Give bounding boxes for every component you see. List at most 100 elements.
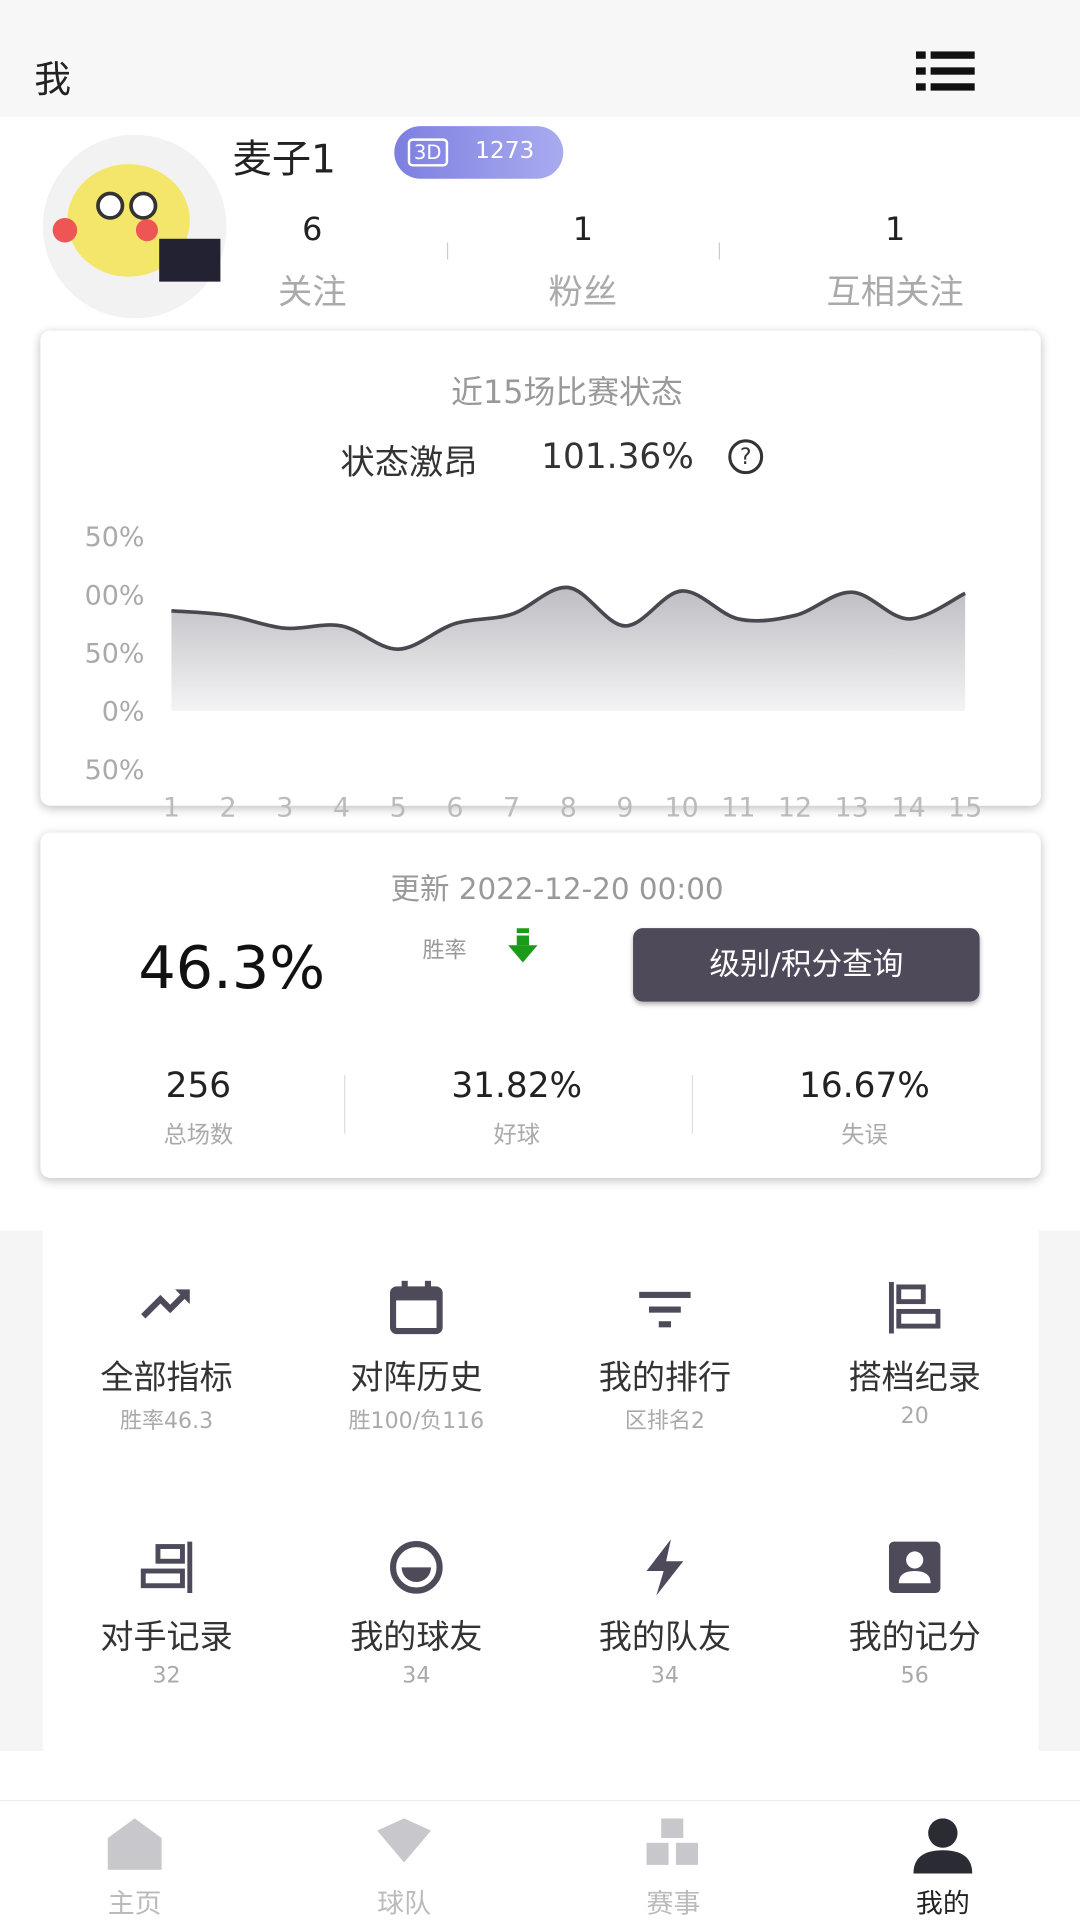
menu-item[interactable]: 我的记分 56: [792, 1539, 1037, 1689]
trend-down-icon: [508, 928, 538, 963]
y-tick-label: 50%: [85, 522, 145, 553]
x-tick-label: 4: [333, 793, 350, 824]
menu-item[interactable]: 对阵历史胜100/负116: [294, 1280, 539, 1436]
summary-value: 31.82%: [451, 1065, 583, 1106]
stat-value[interactable]: 6: [302, 211, 323, 249]
x-tick-label: 15: [948, 793, 982, 824]
badge-level: 3D: [407, 138, 448, 167]
menu-item[interactable]: 我的球友 34: [294, 1539, 539, 1689]
stat-label[interactable]: 互相关注: [826, 271, 964, 313]
badge-score: 1273: [475, 137, 535, 165]
menu-icon: [141, 1289, 190, 1319]
menu-item[interactable]: 搭档纪录 20: [792, 1280, 1037, 1429]
divider: [718, 242, 721, 260]
x-tick-label: 10: [665, 793, 699, 824]
x-tick-label: 14: [891, 793, 925, 824]
chart-title: 近15场比赛状态: [451, 374, 683, 412]
menu-title: 对手记录: [100, 1618, 233, 1657]
menu-subtitle: 胜率46.3: [119, 1408, 214, 1434]
avatar[interactable]: [42, 134, 227, 319]
help-icon[interactable]: ?: [726, 437, 765, 476]
win-rate-label: 胜率: [422, 937, 467, 964]
level-query-button[interactable]: 级别/积分查询: [633, 928, 980, 1002]
menu-icon: [888, 1282, 941, 1334]
win-rate: 46.3%: [138, 934, 326, 1003]
x-tick-label: 6: [446, 793, 463, 824]
stat-label[interactable]: 关注: [277, 271, 347, 313]
menu-title: 我的球友: [350, 1618, 483, 1657]
y-tick-label: 0%: [102, 697, 145, 728]
summary-label: 失误: [841, 1121, 888, 1149]
summary-label: 总场数: [163, 1121, 234, 1149]
menu-subtitle: 34: [650, 1662, 679, 1689]
y-tick-label: 50%: [85, 755, 145, 786]
summary-value: 16.67%: [799, 1065, 930, 1106]
menu-title: 我的队友: [598, 1618, 732, 1657]
user-name: 麦子1: [232, 135, 336, 183]
stat-value[interactable]: 1: [884, 211, 906, 249]
menu-item[interactable]: 全部指标胜率46.3: [44, 1280, 289, 1436]
x-tick-label: 2: [220, 793, 237, 824]
menu-title: 我的排行: [598, 1359, 732, 1398]
x-tick-label: 12: [778, 793, 812, 824]
divider: [344, 1075, 346, 1134]
menu-icon: [390, 1541, 443, 1594]
menu-title: 对阵历史: [350, 1359, 483, 1398]
menu-icon: [140, 1541, 193, 1594]
menu-icon: [646, 1539, 684, 1596]
menu-title: 全部指标: [100, 1359, 233, 1398]
stat-label[interactable]: 粉丝: [548, 271, 618, 313]
menu-title: 搭档纪录: [848, 1359, 981, 1398]
status-value: 101.36%: [541, 435, 694, 477]
area: [171, 587, 966, 711]
updated-time: 更新 2022-12-20 00:00: [390, 871, 724, 907]
x-tick-label: 1: [163, 793, 180, 824]
tab-bar: [0, 1800, 1080, 1920]
status-label: 状态激昂: [340, 442, 478, 483]
menu-button[interactable]: [915, 49, 977, 93]
tab[interactable]: 球队: [377, 1889, 432, 1920]
chart: 50%0%50%00%50%1 2 3 4 5 6 7 8 9 10 11 12 13 14 15: [85, 522, 983, 824]
summary-card: [40, 832, 1041, 1178]
x-tick-label: 8: [560, 793, 577, 824]
level-badge[interactable]: [394, 126, 564, 179]
tab[interactable]: 赛事: [646, 1889, 701, 1920]
header: [0, 0, 1080, 117]
menu-item[interactable]: 对手记录 32: [44, 1539, 289, 1689]
menu-subtitle: 20: [900, 1403, 929, 1429]
menu-icon: [888, 1541, 941, 1594]
summary-label: 好球: [493, 1121, 541, 1149]
divider: [446, 242, 449, 260]
y-tick-label: 00%: [85, 580, 145, 611]
y-tick-label: 50%: [85, 638, 145, 669]
menu-panel: [42, 1230, 1039, 1752]
status-card: [40, 330, 1041, 806]
menu-title: 我的记分: [848, 1618, 981, 1657]
menu-icon: [390, 1280, 443, 1335]
menu-item[interactable]: 我的队友 34: [542, 1539, 787, 1689]
tab[interactable]: 主页: [107, 1889, 162, 1920]
menu-subtitle: 56: [900, 1662, 929, 1689]
x-tick-label: 3: [276, 793, 293, 824]
x-tick-label: 11: [721, 793, 755, 824]
tab[interactable]: 我的: [915, 1889, 970, 1920]
menu-subtitle: 区排名2: [624, 1408, 705, 1434]
stat-value[interactable]: 1: [572, 211, 593, 249]
line: [171, 585, 966, 652]
divider: [691, 1075, 694, 1134]
summary-value: 256: [165, 1065, 232, 1106]
menu-subtitle: 34: [402, 1662, 431, 1689]
x-tick-label: 13: [835, 793, 869, 824]
menu-subtitle: 32: [152, 1662, 181, 1689]
tab-icons: [107, 1818, 973, 1874]
header-title: 我: [34, 58, 72, 102]
menu-item[interactable]: 我的排行区排名2: [542, 1280, 787, 1436]
menu-subtitle: 胜100/负116: [348, 1408, 485, 1434]
x-tick-label: 7: [503, 793, 520, 824]
x-tick-label: 5: [390, 793, 407, 824]
x-tick-label: 9: [616, 793, 633, 824]
svg-text:?: ?: [740, 445, 752, 470]
menu-icon: [639, 1291, 691, 1328]
